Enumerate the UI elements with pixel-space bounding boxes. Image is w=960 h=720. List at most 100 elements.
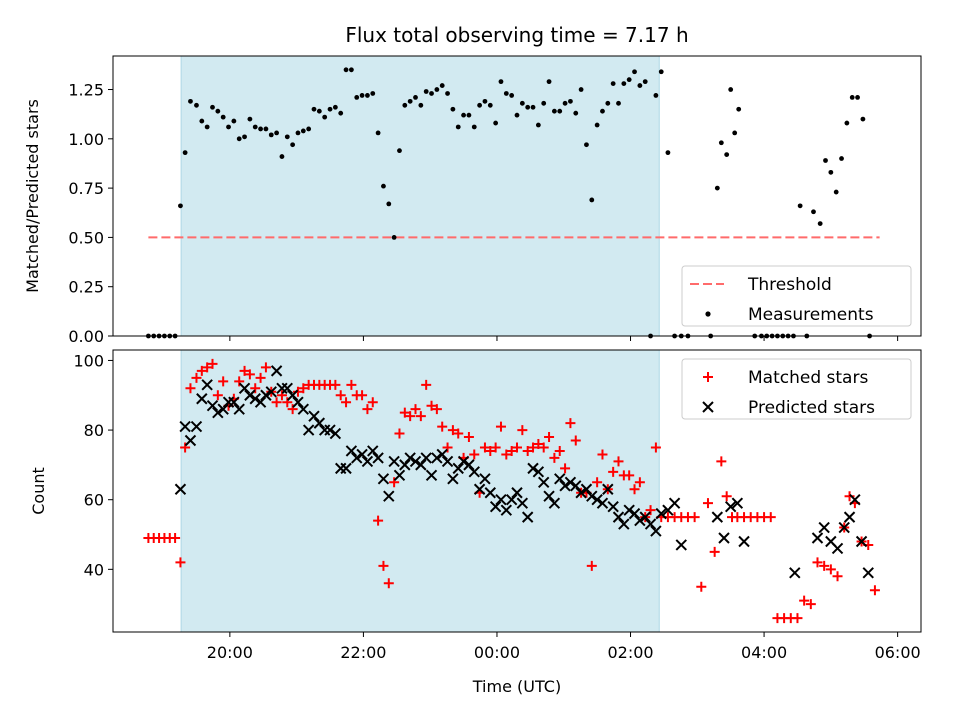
legend-label: Matched stars xyxy=(748,368,868,388)
data-point xyxy=(206,399,219,412)
data-point xyxy=(367,445,379,457)
data-point xyxy=(370,91,376,96)
data-point xyxy=(812,557,823,568)
data-point xyxy=(255,372,266,383)
data-point xyxy=(650,442,661,453)
data-point xyxy=(538,476,550,489)
data-point xyxy=(736,106,742,112)
data-point xyxy=(429,91,434,96)
data-point xyxy=(490,442,501,453)
data-point xyxy=(509,93,515,98)
data-point xyxy=(525,104,531,110)
data-point xyxy=(351,452,363,464)
data-point xyxy=(855,95,860,100)
data-point xyxy=(562,100,568,106)
data-point xyxy=(284,134,290,140)
data-point xyxy=(423,89,429,94)
data-point xyxy=(658,69,664,75)
data-point xyxy=(455,124,461,130)
data-point xyxy=(199,118,205,124)
data-point xyxy=(215,108,221,114)
data-point xyxy=(642,79,648,85)
chart-title: Flux total observing time = 7.17 h xyxy=(345,23,688,47)
data-point xyxy=(559,480,571,492)
data-point xyxy=(818,521,830,534)
data-point xyxy=(528,442,539,453)
data-point xyxy=(512,442,522,453)
data-point xyxy=(341,397,352,408)
data-point xyxy=(244,389,256,401)
data-point xyxy=(375,130,381,136)
data-point xyxy=(602,483,614,495)
data-point xyxy=(505,493,518,506)
data-point xyxy=(608,466,619,477)
data-point xyxy=(297,403,310,415)
data-point xyxy=(402,102,408,108)
data-point xyxy=(377,473,390,485)
data-point xyxy=(828,169,834,175)
data-point xyxy=(628,507,641,520)
data-point xyxy=(473,483,486,495)
data-point xyxy=(453,428,464,439)
data-point xyxy=(457,455,470,468)
data-point xyxy=(594,122,600,128)
data-point xyxy=(242,134,247,140)
data-point xyxy=(383,578,394,589)
data-point xyxy=(270,365,283,377)
legend-label: Measurements xyxy=(748,305,874,325)
y-tick-label: 0.75 xyxy=(68,179,104,198)
series-predicted-stars xyxy=(175,365,874,579)
data-point xyxy=(407,98,413,104)
x-tick-label: 04:00 xyxy=(741,643,787,662)
legend-box xyxy=(681,265,912,327)
data-point xyxy=(391,235,397,240)
data-point xyxy=(724,500,737,513)
data-point xyxy=(260,362,271,373)
data-point xyxy=(519,100,525,106)
data-point xyxy=(188,98,193,104)
data-point xyxy=(832,571,843,582)
data-point xyxy=(831,542,844,555)
data-point xyxy=(789,567,801,579)
data-point xyxy=(650,525,662,537)
data-point xyxy=(479,442,490,453)
data-point xyxy=(247,116,253,122)
data-point xyxy=(843,511,856,523)
data-point xyxy=(624,470,635,481)
data-point xyxy=(447,473,459,485)
data-point xyxy=(811,532,824,544)
data-point xyxy=(792,613,803,624)
data-point xyxy=(613,456,624,467)
data-point xyxy=(860,116,866,122)
data-point xyxy=(452,462,464,475)
data-point xyxy=(324,424,336,436)
data-point xyxy=(580,483,593,495)
data-point xyxy=(765,512,776,523)
data-point xyxy=(721,491,732,502)
data-point xyxy=(718,140,724,146)
data-point xyxy=(185,383,196,394)
data-point xyxy=(389,477,400,488)
y-tick-label: 40 xyxy=(84,560,104,579)
data-point xyxy=(409,455,422,468)
data-point xyxy=(287,404,298,415)
data-point xyxy=(825,564,836,575)
data-point xyxy=(313,417,326,429)
data-point xyxy=(175,557,186,568)
data-point xyxy=(329,427,342,440)
data-point xyxy=(616,100,621,106)
data-point xyxy=(441,455,454,468)
data-point xyxy=(437,421,448,432)
data-point xyxy=(231,118,237,124)
data-point xyxy=(738,535,750,548)
data-point xyxy=(170,533,181,543)
data-point xyxy=(869,585,880,596)
data-point xyxy=(629,484,640,495)
data-point xyxy=(466,112,472,118)
data-point xyxy=(345,445,358,457)
data-point xyxy=(634,477,645,488)
data-point xyxy=(589,197,595,203)
data-point xyxy=(732,130,738,136)
data-point xyxy=(316,108,322,114)
data-point xyxy=(855,535,868,548)
